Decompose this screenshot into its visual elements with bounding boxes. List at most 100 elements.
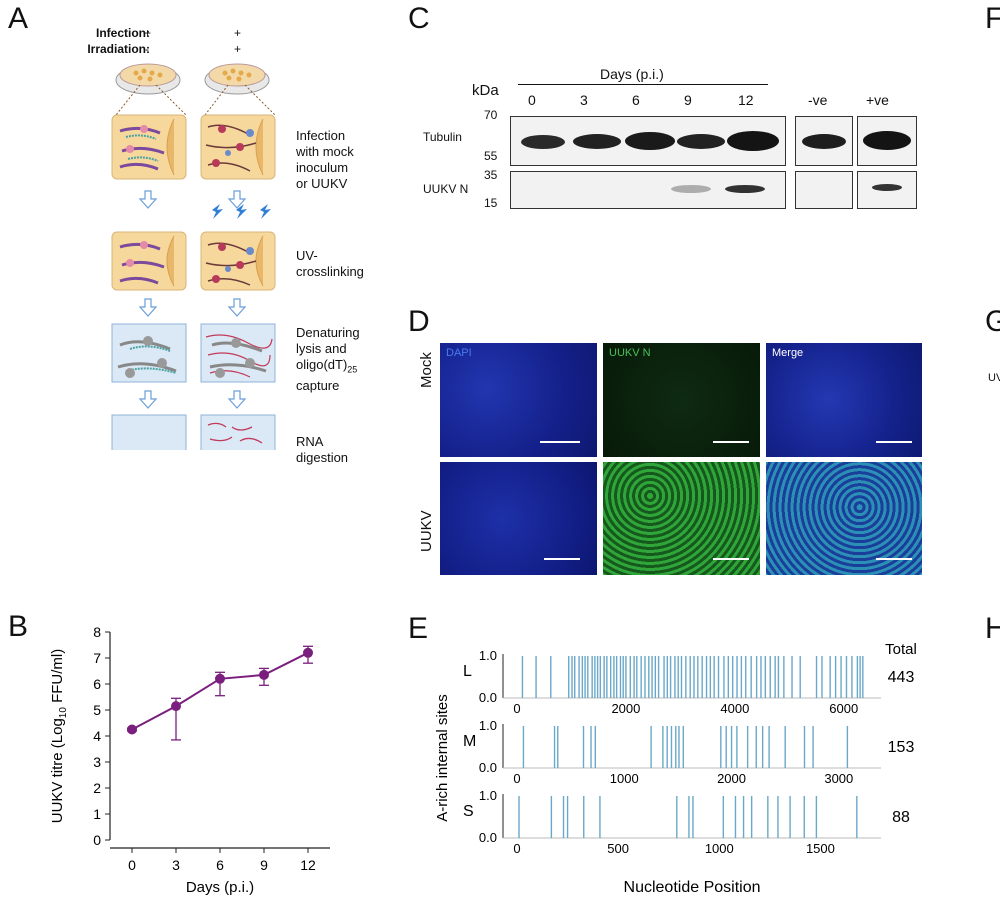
panel-letter-a: A [8,2,29,35]
y-tick-label: 0.0 [479,690,497,705]
y-tick-label: 3 [93,754,101,770]
step-infection-text: Infection with mock inoculum or UUKV [296,128,354,191]
panel-letter-h: H [985,612,1000,645]
col1-irradiation-sign: - [145,42,149,56]
data-point [259,669,269,680]
x-axis-title: Days (p.i.) [186,879,254,896]
blot-tubulin-neg [795,116,853,166]
y-tick-label: 8 [93,624,101,640]
x-tick-label: 500 [607,841,629,856]
blot-uukvn-pos [857,171,917,209]
band-tubulin [625,132,675,150]
kda-label: kDa [472,82,499,99]
x-tick-label: 1000 [705,841,734,856]
marker-70: 70 [484,108,498,122]
scale-bar [713,558,749,560]
y-tick-label: 1.0 [479,648,497,663]
y-tick-label: 0 [93,832,101,848]
total-value: 443 [888,669,915,686]
scale-bar [544,558,580,560]
days-bracket-line [518,84,768,85]
panel-letter-g: G [985,305,1000,338]
y-tick-label: 6 [93,676,101,692]
micro-uukv-merge [766,462,922,575]
scale-bar [713,441,749,443]
x-axis-title: Nucleotide Position [624,879,761,896]
blot-tubulin-main [510,116,786,166]
total-header: Total [885,641,917,658]
uukvn-label: UUKV N [423,182,469,196]
band-uukvn-pos [872,184,902,191]
segment-label: L [463,663,472,680]
panel-letter-c: C [408,2,430,35]
x-tick-label: 1000 [610,771,639,786]
marker-55: 55 [484,149,498,163]
panel-letter-b: B [8,610,29,643]
lane-label: 3 [580,92,588,108]
panel-letter-f: F [985,2,1000,35]
x-tick-label: 9 [260,857,268,873]
step-lysis-text: Denaturing lysis and oligo(dT)25 capture [296,325,360,393]
petri-dish-1 [115,63,181,95]
blot-uukvn-neg [795,171,853,209]
lane-label: 12 [738,92,754,108]
band-tubulin-pos [863,131,911,150]
x-tick-label: 0 [128,857,136,873]
step-digestion-text: RNA digestion [296,434,349,465]
data-point [215,673,225,684]
micro-uukv-uukvn [603,462,760,575]
micro-mock-uukvn: UUKV N [603,343,760,457]
petri-dish-2 [204,63,270,95]
y-axis-title: A-rich internal sites [434,694,451,822]
panel-letter-d: D [408,305,430,338]
micro-mock-dapi: DAPI [440,343,597,457]
x-tick-label: 1500 [806,841,835,856]
band-tubulin [677,134,725,149]
col2-irradiation-sign: + [234,42,242,56]
x-tick-label: 4000 [720,701,749,716]
y-tick-label: 0.0 [479,760,497,775]
band-tubulin [573,134,621,149]
data-point [171,701,181,712]
x-tick-label: 2000 [611,701,640,716]
total-value: 88 [892,809,910,826]
step-uv-text: UV-crosslinking [296,248,364,279]
x-tick-label: 6000 [829,701,858,716]
lane-label: 6 [632,92,640,108]
x-tick-label: 0 [513,841,520,856]
band-uukvn [725,185,765,193]
data-point [127,724,137,735]
x-tick-label: 2000 [717,771,746,786]
y-tick-label: 1.0 [479,718,497,733]
y-axis-title: UUKV titre (Log10 FFU/ml) [49,649,69,824]
control-label-pos: +ve [866,92,889,108]
col2-infection-sign: + [234,26,242,40]
y-tick-label: 7 [93,650,101,666]
lane-label: 9 [684,92,692,108]
panel-e-chart: Total A-rich internal sites L 1.0 0.0 0 2000 40… [434,641,917,896]
blot-uukvn-main [510,171,786,209]
blot-tubulin-pos [857,116,917,166]
x-tick-label: 0 [513,701,520,716]
x-tick-label: 12 [300,857,316,873]
col1-infection-sign: + [144,26,152,40]
micro-mock-merge: Merge [766,343,922,457]
segment-label: S [463,803,474,820]
y-tick-label: 2 [93,780,101,796]
y-tick-label: 4 [93,728,101,744]
micro-title-dapi: DAPI [446,347,472,359]
irradiation-label: Irradiation: [87,42,150,56]
scale-bar [876,558,912,560]
y-tick-label: 1 [93,806,101,822]
lane-label: 0 [528,92,536,108]
marker-35: 35 [484,168,498,182]
micro-uukv-dapi [440,462,597,575]
micro-title-merge: Merge [772,347,804,359]
total-value: 153 [888,739,915,756]
data-point [303,647,313,658]
y-tick-label: 0.0 [479,830,497,845]
x-tick-label: 3 [172,857,180,873]
days-label: Days (p.i.) [600,66,664,82]
x-tick-label: 0 [513,771,520,786]
